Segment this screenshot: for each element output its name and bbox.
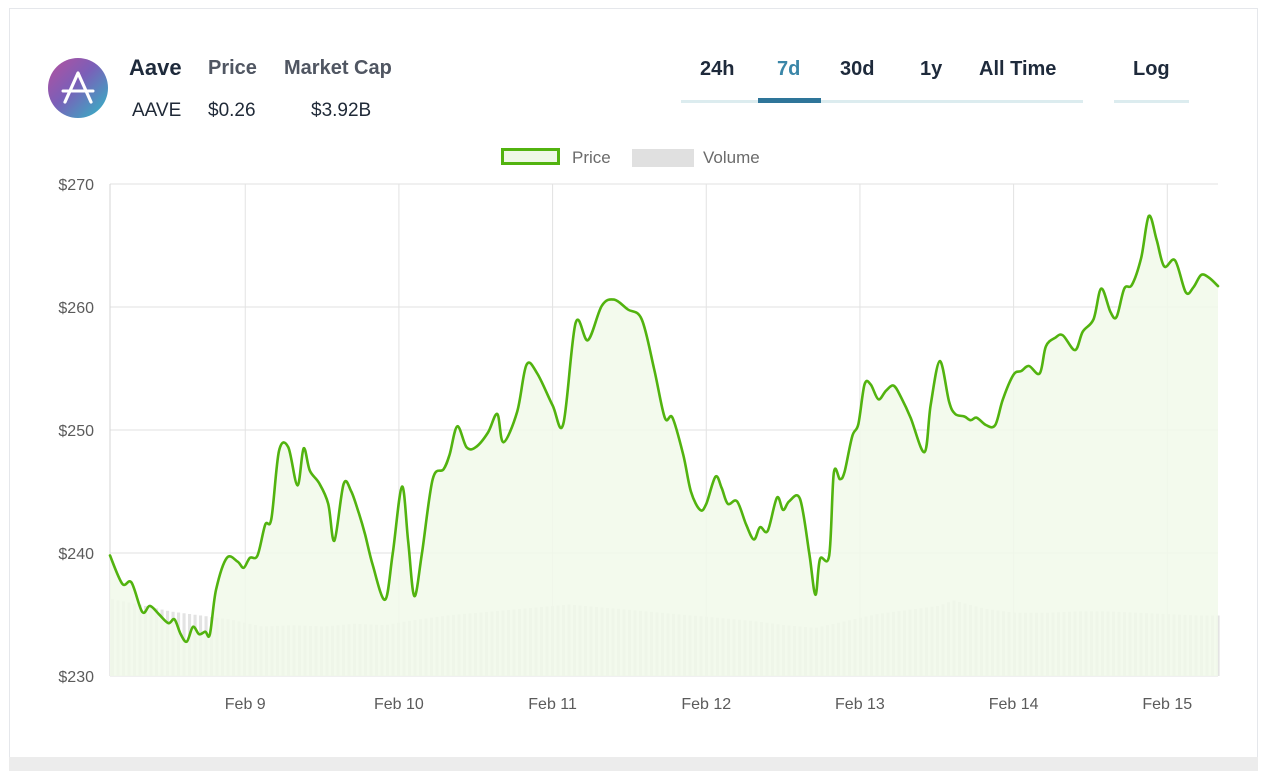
tab-24h[interactable]: 24h — [700, 58, 735, 80]
legend-price-label[interactable]: Price — [572, 148, 611, 167]
log-scale-toggle: Log — [1114, 56, 1189, 103]
tabs-divider — [681, 100, 1083, 103]
legend-volume-swatch[interactable] — [632, 149, 694, 167]
y-tick-label: $260 — [58, 300, 94, 317]
legend-volume-label[interactable]: Volume — [703, 148, 760, 167]
x-tick-label: Feb 14 — [989, 696, 1039, 713]
log-divider — [1114, 100, 1189, 103]
legend-price-swatch[interactable] — [501, 148, 560, 165]
tab-7d[interactable]: 7d — [777, 58, 801, 80]
price-label: Price — [208, 57, 257, 79]
y-tick-label: $250 — [58, 423, 94, 440]
y-tick-label: $270 — [58, 177, 94, 194]
tab-30d[interactable]: 30d — [840, 58, 875, 80]
footer-strip — [9, 757, 1258, 771]
active-tab-indicator — [758, 98, 821, 103]
x-tick-label: Feb 12 — [681, 696, 731, 713]
y-tick-label: $230 — [58, 669, 94, 686]
asset-symbol: AAVE — [132, 100, 182, 121]
log-scale-button[interactable]: Log — [1133, 58, 1170, 80]
x-tick-label: Feb 9 — [225, 696, 266, 713]
volume-bar — [1216, 615, 1220, 676]
market-cap-value: $3.92B — [311, 100, 372, 121]
aave-logo-icon — [48, 58, 108, 118]
price-area — [110, 215, 1218, 676]
timeframe-tabs: 24h 7d 30d 1y All Time — [681, 56, 1083, 103]
price-value: $0.26 — [208, 100, 256, 121]
market-cap-label: Market Cap — [284, 57, 392, 79]
y-tick-label: $240 — [58, 546, 94, 563]
chart-legend: Price Volume — [0, 146, 1268, 170]
x-tick-label: Feb 11 — [528, 696, 577, 713]
price-line — [108, 214, 1220, 644]
x-tick-label: Feb 13 — [835, 696, 885, 713]
x-tick-label: Feb 15 — [1142, 696, 1192, 713]
asset-name: Aave — [129, 55, 182, 80]
x-tick-label: Feb 10 — [374, 696, 424, 713]
tab-1y[interactable]: 1y — [920, 58, 943, 80]
tab-all-time[interactable]: All Time — [979, 58, 1057, 80]
